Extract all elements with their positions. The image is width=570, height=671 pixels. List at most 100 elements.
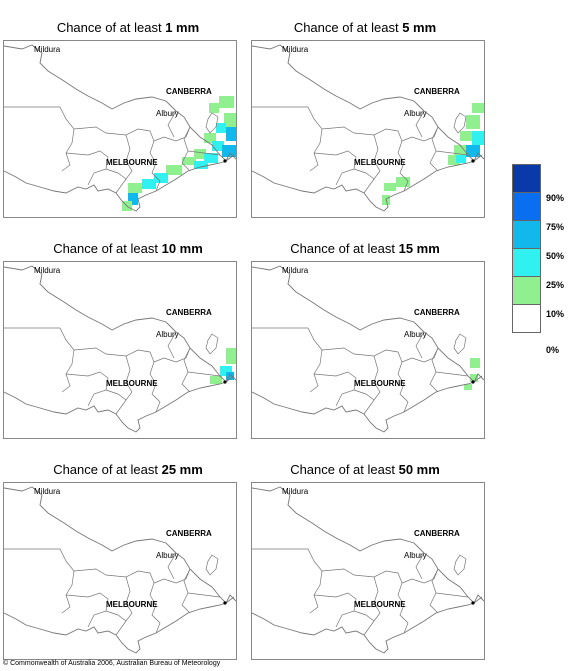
legend-swatch-50 xyxy=(512,220,541,249)
place-label-canberra: CANBERRA xyxy=(414,529,460,538)
district-border-line xyxy=(187,150,221,156)
legend-label-25: 25% xyxy=(546,280,565,290)
rainfall-probability-cell xyxy=(142,179,156,189)
panel-title-15mm: Chance of at least 15 mm xyxy=(290,241,440,256)
district-border-line xyxy=(415,552,425,580)
panel-title-25mm: Chance of at least 25 mm xyxy=(53,462,203,477)
district-border-line xyxy=(4,327,75,393)
state-border-line xyxy=(4,486,236,604)
rainfall-probability-cell xyxy=(472,103,484,113)
rainfall-probability-cell xyxy=(204,153,218,163)
gabo-island-marker xyxy=(223,601,227,605)
rainfall-probability-cell xyxy=(182,157,196,165)
rainfall-probability-cell xyxy=(194,161,208,169)
district-border-line xyxy=(415,110,425,138)
district-border-line xyxy=(363,576,381,636)
place-label-albury: Albury xyxy=(156,330,179,339)
rainfall-probability-cell xyxy=(466,115,480,129)
legend-label-10: 10% xyxy=(546,309,565,319)
coastline xyxy=(252,375,483,433)
place-label-mildura: Mildura xyxy=(282,45,309,54)
place-label-mildura: Mildura xyxy=(282,266,309,275)
district-border-line xyxy=(105,610,127,622)
district-border-line xyxy=(181,568,191,614)
district-border-line xyxy=(353,168,375,180)
gabo-island-marker xyxy=(471,380,475,384)
legend-swatch-0 xyxy=(512,304,541,333)
act-border-line xyxy=(205,333,219,355)
district-border-line xyxy=(313,371,357,407)
coastline xyxy=(4,154,235,212)
coastline xyxy=(252,154,483,212)
district-border-line xyxy=(321,568,403,584)
legend-swatch-90 xyxy=(512,164,541,193)
district-border-line xyxy=(435,150,469,156)
place-label-canberra: CANBERRA xyxy=(166,87,212,96)
rainfall-probability-cell xyxy=(460,131,472,141)
rainfall-probability-cell xyxy=(448,155,460,165)
probability-legend: 90% 75% 50% 25% 10% 0% xyxy=(512,164,564,355)
district-border-line xyxy=(435,592,469,598)
rainfall-probability-cell xyxy=(222,145,236,157)
place-label-melbourne: MELBOURNE xyxy=(106,158,158,167)
district-border-line xyxy=(252,106,323,172)
district-border-line xyxy=(181,347,191,393)
rainfall-probability-cell xyxy=(226,372,234,380)
district-border-line xyxy=(65,371,109,407)
place-label-melbourne: MELBOURNE xyxy=(354,379,406,388)
place-label-mildura: Mildura xyxy=(282,487,309,496)
rainfall-probability-cell xyxy=(210,376,222,384)
district-border-line xyxy=(321,347,403,363)
legend-label-0: 0% xyxy=(546,345,560,355)
gabo-island-marker xyxy=(223,380,227,384)
victoria-map xyxy=(252,486,484,654)
map-panel-15mm: Mildura CANBERRA Albury MELBOURNE xyxy=(251,261,485,439)
district-border-line xyxy=(363,134,381,194)
district-border-line xyxy=(73,568,155,584)
district-border-line xyxy=(313,592,357,628)
district-border-line xyxy=(401,347,439,363)
place-label-canberra: CANBERRA xyxy=(166,308,212,317)
district-border-line xyxy=(153,568,191,584)
place-label-albury: Albury xyxy=(404,551,427,560)
district-border-line xyxy=(167,331,177,359)
state-border-line xyxy=(4,265,236,383)
act-border-line xyxy=(453,333,467,355)
rainfall-probability-cell xyxy=(194,149,206,159)
rainfall-probability-cell xyxy=(464,384,472,390)
district-border-line xyxy=(397,140,409,192)
map-panel-10mm: Mildura CANBERRA Albury MELBOURNE xyxy=(3,261,237,439)
map-panel-50mm: Mildura CANBERRA Albury MELBOURNE xyxy=(251,482,485,660)
rainfall-probability-cell xyxy=(396,177,410,187)
rainfall-probability-cell xyxy=(209,103,219,113)
district-border-line xyxy=(321,126,403,142)
rainfall-probability-cell xyxy=(204,133,216,143)
place-label-melbourne: MELBOURNE xyxy=(106,379,158,388)
district-border-line xyxy=(65,150,109,186)
place-label-albury: Albury xyxy=(404,330,427,339)
rainfall-probability-cell xyxy=(472,131,484,145)
district-border-line xyxy=(435,371,469,377)
district-border-line xyxy=(4,106,75,172)
rainfall-probability-cell xyxy=(128,183,142,193)
victoria-map xyxy=(252,265,484,433)
place-label-mildura: Mildura xyxy=(34,487,61,496)
district-border-line xyxy=(105,168,127,180)
place-label-melbourne: MELBOURNE xyxy=(354,158,406,167)
legend-label-75: 75% xyxy=(546,222,565,232)
place-label-melbourne: MELBOURNE xyxy=(106,600,158,609)
panel-title-1mm: Chance of at least 1 mm xyxy=(56,20,200,35)
victoria-map xyxy=(4,265,236,433)
district-border-line xyxy=(153,347,191,363)
district-border-line xyxy=(149,361,161,413)
place-label-mildura: Mildura xyxy=(34,45,61,54)
legend-swatch-10 xyxy=(512,276,541,305)
district-border-line xyxy=(149,582,161,634)
map-panel-1mm: Mildura CANBERRA Albury MELBOURNE xyxy=(3,40,237,218)
state-border-line xyxy=(252,265,484,383)
district-border-line xyxy=(397,361,409,413)
coastline xyxy=(4,596,235,654)
state-border-line xyxy=(252,486,484,604)
rainfall-probability-cell xyxy=(128,193,138,205)
district-border-line xyxy=(252,327,323,393)
